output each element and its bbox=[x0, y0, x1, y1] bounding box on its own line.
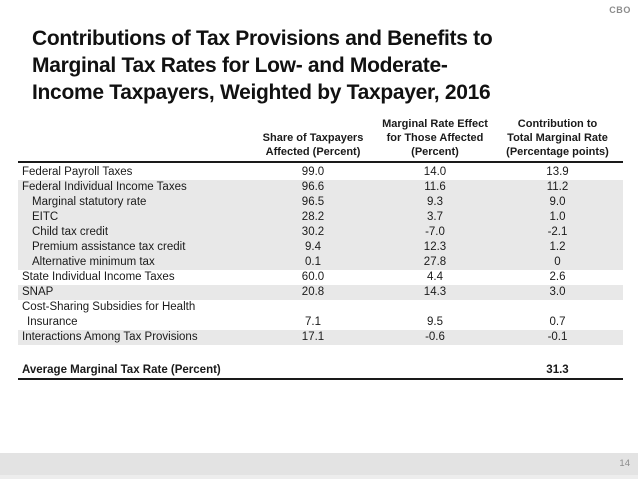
summary-row: Average Marginal Tax Rate (Percent) 31.3 bbox=[18, 362, 623, 380]
summary-value-rate-effect bbox=[378, 362, 492, 378]
cell-value: 9.0 bbox=[549, 196, 566, 208]
header-marginal-rate-effect: Marginal Rate Effect for Those Affected … bbox=[382, 118, 488, 158]
slide-title: Contributions of Tax Provisions and Bene… bbox=[32, 25, 617, 106]
table-row: Interactions Among Tax Provisions 17.1 -0.… bbox=[18, 330, 623, 345]
cell-value: 13.9 bbox=[546, 166, 569, 178]
cell-value: 99.0 bbox=[301, 166, 325, 178]
table-row: Insurance 7.1 9.5 0.7 bbox=[18, 315, 623, 330]
row-label: SNAP bbox=[22, 286, 54, 298]
cell-value: 60.0 bbox=[301, 271, 325, 283]
cell-value: 4.4 bbox=[427, 271, 443, 283]
cell-value: 3.7 bbox=[427, 211, 443, 223]
cell-value: 0.1 bbox=[305, 256, 321, 268]
table-row: Federal Individual Income Taxes 96.6 11.6 1… bbox=[18, 180, 623, 195]
table-header-row: Share of Taxpayers Affected (Percent) Ma… bbox=[18, 117, 623, 163]
cell-value: -7.0 bbox=[425, 226, 445, 238]
table-row: State Individual Income Taxes 60.0 4.4 2.6 bbox=[18, 270, 623, 285]
cell-value: 1.2 bbox=[549, 241, 566, 253]
row-label: Federal Payroll Taxes bbox=[22, 166, 133, 178]
cell-value: 9.3 bbox=[427, 196, 443, 208]
cell-value: 9.4 bbox=[305, 241, 321, 253]
row-label: Alternative minimum tax bbox=[32, 256, 155, 268]
title-line-3: Income Taxpayers, Weighted by Taxpayer, … bbox=[32, 81, 491, 104]
table-row: Marginal statutory rate 96.5 9.3 9.0 bbox=[18, 195, 623, 210]
cell-value: -0.6 bbox=[425, 331, 445, 343]
cell-value: 20.8 bbox=[301, 286, 325, 298]
cell-value: -2.1 bbox=[547, 226, 568, 238]
row-label: Insurance bbox=[27, 316, 78, 328]
cell-value: 11.6 bbox=[424, 181, 446, 193]
summary-value-contribution: 31.3 bbox=[546, 364, 569, 376]
table-row: EITC 28.2 3.7 1.0 bbox=[18, 210, 623, 225]
cell-value bbox=[492, 300, 623, 315]
table-row: Cost-Sharing Subsidies for Health bbox=[18, 300, 623, 315]
cell-value: 30.2 bbox=[301, 226, 325, 238]
page-number: 14 bbox=[619, 458, 630, 469]
cell-value: 14.0 bbox=[423, 166, 447, 178]
cell-value: 7.1 bbox=[305, 316, 321, 328]
header-contribution-total: Contribution to Total Marginal Rate (Per… bbox=[506, 118, 609, 158]
row-label: State Individual Income Taxes bbox=[22, 271, 175, 283]
cell-value bbox=[378, 300, 492, 315]
cell-value bbox=[248, 300, 378, 315]
cell-value: 28.2 bbox=[301, 211, 325, 223]
row-label: Cost-Sharing Subsidies for Health bbox=[22, 301, 196, 313]
table-body: Federal Payroll Taxes 99.0 14.0 13.9 Federal… bbox=[18, 165, 623, 345]
cell-value: 12.3 bbox=[423, 241, 447, 253]
title-line-1: Contributions of Tax Provisions and Bene… bbox=[32, 27, 493, 50]
cell-value: 0 bbox=[554, 256, 561, 268]
cell-value: 2.6 bbox=[549, 271, 566, 283]
table-row: Child tax credit 30.2 -7.0 -2.1 bbox=[18, 225, 623, 240]
table-spacer bbox=[18, 345, 623, 362]
row-label: Interactions Among Tax Provisions bbox=[22, 331, 198, 343]
cell-value: 0.7 bbox=[549, 316, 566, 328]
cell-value: 96.5 bbox=[301, 196, 325, 208]
title-line-2: Marginal Tax Rates for Low- and Moderate… bbox=[32, 54, 448, 77]
tax-table: Share of Taxpayers Affected (Percent) Ma… bbox=[18, 117, 623, 380]
summary-label: Average Marginal Tax Rate (Percent) bbox=[22, 364, 221, 376]
cell-value: 17.1 bbox=[301, 331, 325, 343]
table-row: SNAP 20.8 14.3 3.0 bbox=[18, 285, 623, 300]
cbo-logo: CBO bbox=[609, 5, 631, 15]
cell-value: 3.0 bbox=[549, 286, 566, 298]
row-label: Marginal statutory rate bbox=[32, 196, 147, 208]
cell-value: 27.8 bbox=[423, 256, 447, 268]
cell-value: 96.6 bbox=[301, 181, 325, 193]
row-label: Premium assistance tax credit bbox=[32, 241, 186, 253]
summary-value-share bbox=[248, 362, 378, 378]
row-label: Child tax credit bbox=[32, 226, 109, 238]
table-row: Federal Payroll Taxes 99.0 14.0 13.9 bbox=[18, 165, 623, 180]
cell-value: -0.1 bbox=[547, 331, 568, 343]
row-label: Federal Individual Income Taxes bbox=[22, 181, 187, 193]
header-share-affected: Share of Taxpayers Affected (Percent) bbox=[262, 132, 364, 158]
footer-bar: 14 bbox=[0, 453, 638, 475]
cell-value: 9.5 bbox=[427, 316, 443, 328]
table-row: Premium assistance tax credit 9.4 12.3 1.2 bbox=[18, 240, 623, 255]
footer-bar-lower-strip bbox=[0, 475, 638, 479]
table-row: Alternative minimum tax 0.1 27.8 0 bbox=[18, 255, 623, 270]
cell-value: 11.2 bbox=[546, 181, 569, 193]
row-label: EITC bbox=[32, 211, 59, 223]
cell-value: 1.0 bbox=[549, 211, 566, 223]
cell-value: 14.3 bbox=[423, 286, 447, 298]
